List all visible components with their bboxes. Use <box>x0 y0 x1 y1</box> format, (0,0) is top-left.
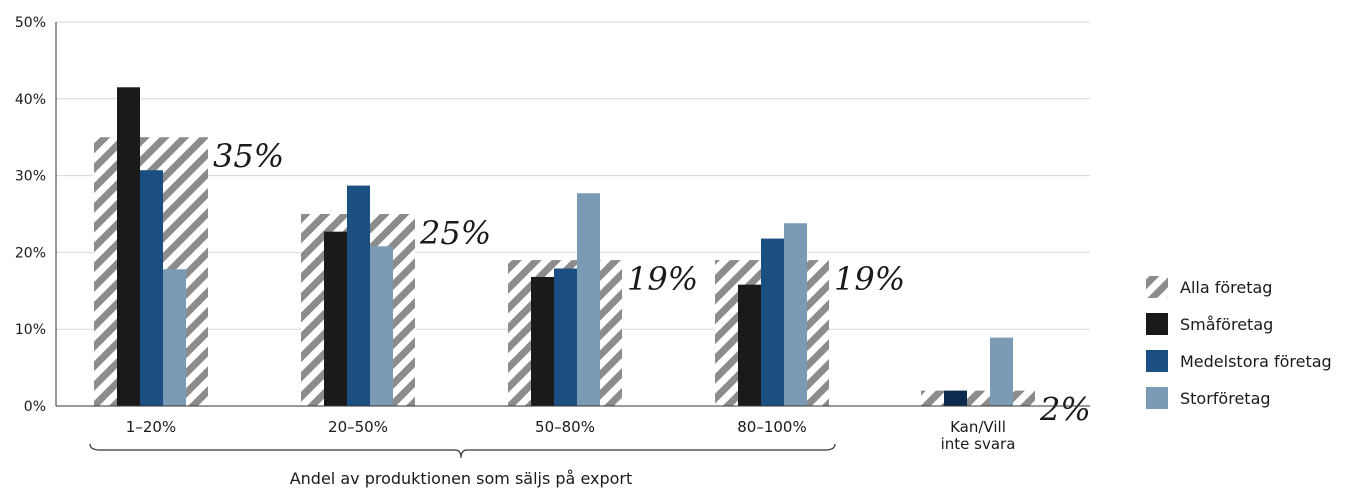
bar-medelstora-företag <box>347 185 370 406</box>
x-axis-bracket-path <box>89 443 836 459</box>
legend-label: Alla företag <box>1180 278 1272 297</box>
y-axis-ticks: 0% 10% 20% 30% 40% 50% <box>15 15 46 415</box>
legend-label: Medelstora företag <box>1180 352 1332 371</box>
x-category-line: inte svara <box>941 435 1016 453</box>
x-category-line: 1–20% <box>126 418 176 436</box>
bar-småföretag <box>531 276 554 406</box>
bar-alla-foretag <box>921 390 1035 406</box>
overall-value-label: 25% <box>419 214 491 252</box>
overall-value-label: 19% <box>834 260 905 298</box>
bar-småföretag <box>117 87 140 406</box>
x-category-label: 80–100% <box>737 418 806 436</box>
bar-småföretag <box>738 284 761 406</box>
x-axis-categories: 1–20% 20–50% 50–80% 80–100% Kan/Vill inte sva… <box>126 418 1016 453</box>
bars <box>94 87 1035 406</box>
overall-value-label: 35% <box>213 137 284 175</box>
x-category-label: 20–50% <box>328 418 388 436</box>
x-category-line: 50–80% <box>535 418 595 436</box>
y-tick-label: 30% <box>15 169 46 185</box>
y-tick-label: 10% <box>15 322 46 338</box>
bar-medelstora-företag <box>140 170 163 406</box>
gridlines <box>56 21 1090 330</box>
y-tick-label: 50% <box>15 15 46 31</box>
overall-value-label: 19% <box>627 260 698 298</box>
x-category-label: 50–80% <box>535 418 595 436</box>
bar-storföretag <box>990 337 1013 406</box>
legend-label: Småföretag <box>1180 315 1273 334</box>
bar-småföretag <box>944 390 967 406</box>
x-category-line: 20–50% <box>328 418 388 436</box>
axes <box>55 22 1090 407</box>
bar-storföretag <box>370 246 393 406</box>
bar-storföretag <box>163 269 186 406</box>
y-tick-label: 20% <box>15 245 46 261</box>
legend-label: Storföretag <box>1180 389 1271 408</box>
bar-småföretag <box>324 231 347 406</box>
bar-medelstora-företag <box>761 238 784 406</box>
legend: Alla företag Småföretag Medelstora företag… <box>1146 276 1332 409</box>
x-category-line: 80–100% <box>737 418 806 436</box>
bar-storföretag <box>577 193 600 406</box>
legend-swatch <box>1146 350 1168 372</box>
x-axis-title: Andel av produktionen som säljs på expor… <box>290 469 633 488</box>
legend-swatch <box>1146 313 1168 335</box>
bar-storföretag <box>784 223 807 406</box>
y-tick-label: 40% <box>15 92 46 108</box>
legend-swatch <box>1146 276 1168 298</box>
x-axis-bracket <box>89 443 836 459</box>
overall-value-label: 2% <box>1039 391 1091 429</box>
legend-swatch <box>1146 387 1168 409</box>
y-tick-label: 0% <box>24 399 46 415</box>
bar-medelstora-företag <box>554 268 577 406</box>
overall-value-labels: 35% 25% 19% 19% 2% <box>213 137 1091 428</box>
x-category-label: Kan/Vill inte svara <box>941 418 1016 453</box>
x-category-line: Kan/Vill <box>950 418 1006 436</box>
x-category-label: 1–20% <box>126 418 176 436</box>
